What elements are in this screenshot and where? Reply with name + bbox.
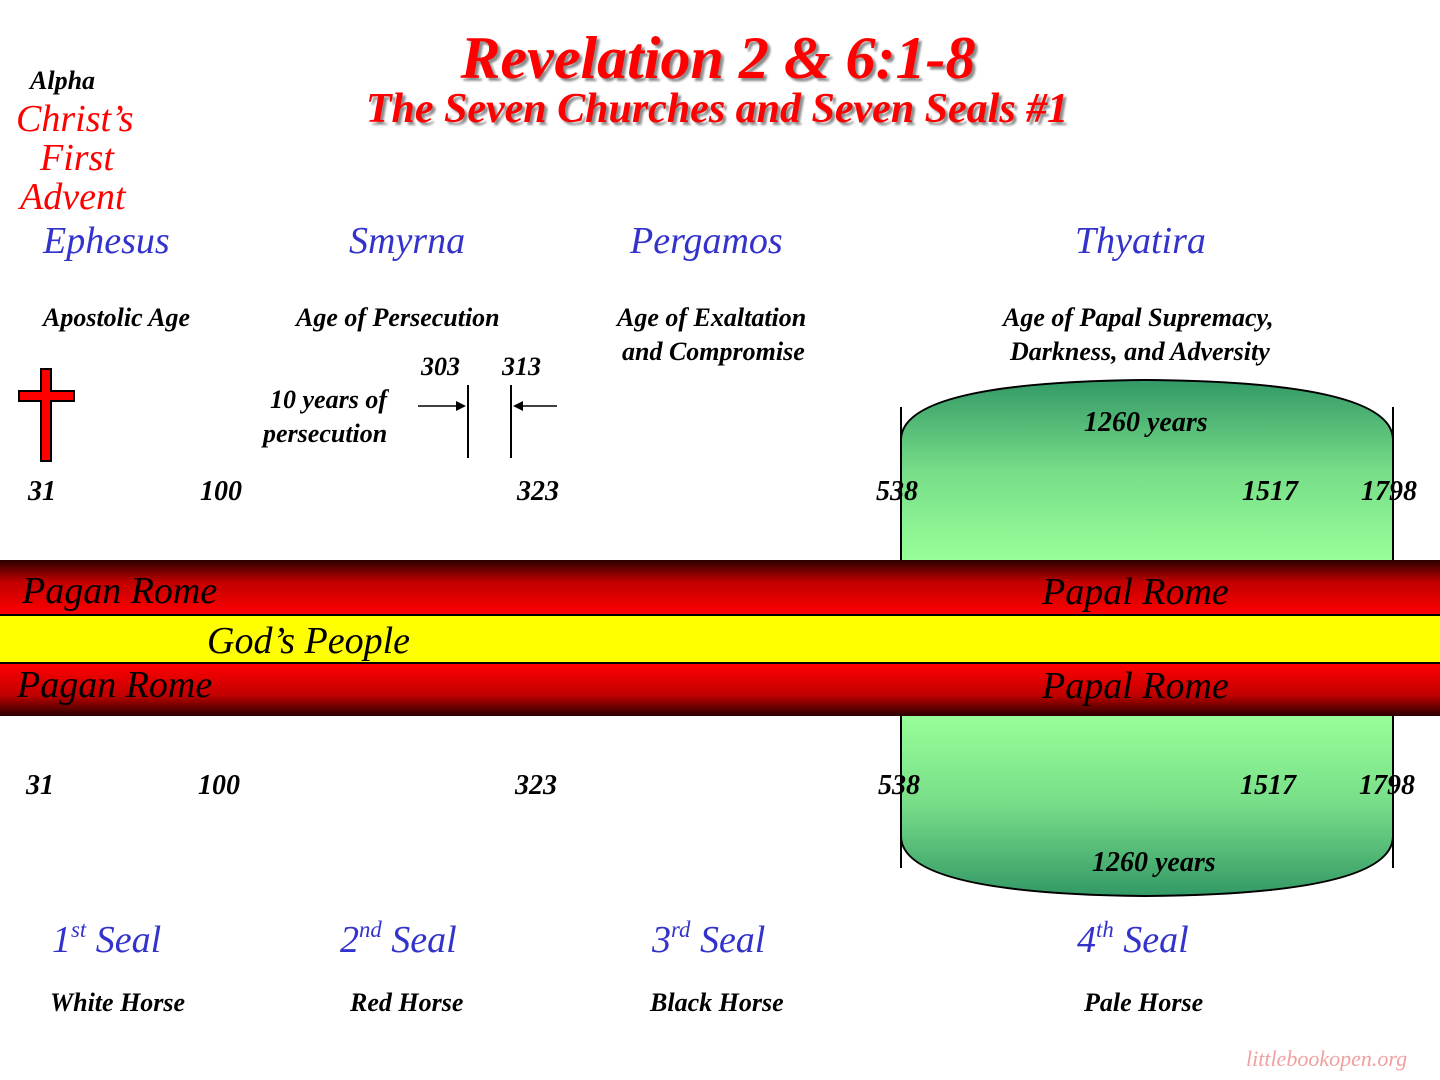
arrow-right-icon	[456, 401, 466, 411]
seal-ordinal: st	[71, 917, 87, 942]
seal-2: 2nd Seal	[340, 918, 457, 961]
year-bottom: 100	[198, 770, 240, 801]
watermark: littlebookopen.org	[1246, 1046, 1408, 1071]
seal-word: Seal	[95, 919, 162, 961]
seal-4: 4th Seal	[1077, 918, 1189, 961]
band-middle-label: God’s People	[207, 620, 410, 662]
year-bottom: 1517	[1240, 770, 1296, 801]
year-bottom: 31	[26, 770, 54, 801]
horse-pale: Pale Horse	[1084, 988, 1204, 1017]
seal-3: 3rd Seal	[652, 918, 766, 961]
persecution-label: persecution	[263, 419, 388, 448]
band-top-left-label: Pagan Rome	[22, 570, 218, 612]
seal-word: Seal	[391, 919, 457, 961]
horse-black: Black Horse	[650, 988, 784, 1017]
age-thyatira: Darkness, and Adversity	[1010, 337, 1270, 366]
seal-1: 1st Seal	[52, 918, 162, 961]
alpha-label: Alpha	[30, 66, 96, 95]
age-smyrna: Age of Persecution	[296, 303, 500, 332]
year-top: 31	[28, 476, 56, 507]
band-bottom-left-label: Pagan Rome	[17, 664, 213, 706]
year-bottom: 323	[515, 770, 557, 801]
seal-ordinal: rd	[671, 917, 691, 942]
period-top-label: 1260 years	[1084, 407, 1208, 438]
cross-icon	[18, 368, 75, 462]
band-bottom-rome	[0, 664, 1440, 716]
alpha-line: First	[40, 137, 114, 179]
seal-number: 4	[1077, 919, 1096, 961]
alpha-line: Christ’s	[16, 98, 134, 140]
seal-word: Seal	[699, 919, 766, 961]
horse-white: White Horse	[50, 988, 186, 1017]
age-thyatira: Age of Papal Supremacy,	[1003, 303, 1274, 332]
band-top-rome	[0, 560, 1440, 614]
church-thyatira: Thyatira	[1075, 220, 1206, 262]
seal-ordinal: th	[1096, 917, 1114, 942]
seal-number: 3	[652, 919, 671, 961]
persecution-start-year: 303	[421, 352, 460, 381]
seal-number: 2	[340, 919, 359, 961]
period-shape-bottom	[900, 713, 1394, 898]
page-subtitle: The Seven Churches and Seven Seals #1	[365, 86, 1069, 132]
year-top: 538	[876, 476, 918, 507]
seal-word: Seal	[1123, 919, 1189, 961]
age-pergamos: and Compromise	[622, 337, 805, 366]
year-top: 323	[517, 476, 559, 507]
horse-red: Red Horse	[350, 988, 464, 1017]
seal-number: 1	[52, 919, 71, 961]
year-top: 100	[200, 476, 242, 507]
band-top-right-label: Papal Rome	[1042, 571, 1229, 613]
alpha-line: Advent	[20, 176, 126, 218]
period-bottom-label: 1260 years	[1092, 847, 1216, 878]
year-bottom: 538	[878, 770, 920, 801]
church-smyrna: Smyrna	[349, 220, 466, 262]
arrow-left-icon	[513, 401, 523, 411]
period-shape-top	[900, 378, 1394, 563]
persecution-end-year: 313	[502, 352, 541, 381]
age-ephesus: Apostolic Age	[43, 303, 191, 332]
seal-ordinal: nd	[359, 917, 382, 942]
band-bottom-right-label: Papal Rome	[1042, 665, 1229, 707]
band-gods-people	[0, 614, 1440, 664]
church-pergamos: Pergamos	[630, 220, 783, 262]
persecution-label: 10 years of	[270, 385, 387, 414]
year-top: 1798	[1361, 476, 1417, 507]
year-top: 1517	[1242, 476, 1298, 507]
year-bottom: 1798	[1359, 770, 1415, 801]
page-title: Revelation 2 & 6:1-8	[460, 25, 976, 91]
church-ephesus: Ephesus	[43, 220, 170, 262]
age-pergamos: Age of Exaltation	[617, 303, 807, 332]
